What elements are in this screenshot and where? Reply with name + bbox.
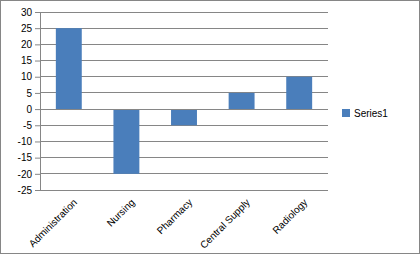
grid-line bbox=[40, 109, 328, 110]
y-tick-mark bbox=[35, 77, 40, 78]
bar bbox=[229, 93, 255, 109]
y-axis: -25 -20 -15 -10 -5 0 5 10 15 20 25 30 bbox=[18, 7, 41, 196]
bar bbox=[113, 109, 139, 174]
legend-label: Series1 bbox=[354, 108, 388, 119]
grid-line bbox=[40, 12, 328, 13]
y-tick-mark bbox=[35, 125, 40, 126]
y-tick-label: 25 bbox=[21, 23, 33, 34]
y-tick-mark bbox=[35, 61, 40, 62]
y-tick: 20 bbox=[21, 39, 40, 50]
bar bbox=[171, 109, 197, 125]
grid-line bbox=[40, 190, 328, 191]
chart: -25 -20 -15 -10 -5 0 5 10 15 20 25 30 Administration… bbox=[0, 0, 420, 254]
y-tick-label: 0 bbox=[26, 104, 32, 115]
y-axis-line bbox=[40, 13, 41, 191]
legend: Series1 bbox=[342, 108, 388, 119]
y-tick-mark bbox=[35, 93, 40, 94]
x-axis-line bbox=[40, 109, 328, 110]
y-tick-label: -25 bbox=[18, 185, 33, 196]
bar bbox=[286, 77, 312, 109]
grid-line bbox=[40, 44, 328, 45]
y-tick: -20 bbox=[18, 169, 40, 180]
y-tick-label: 5 bbox=[26, 88, 32, 99]
y-tick-mark bbox=[35, 158, 40, 159]
x-tick-label: Radiology bbox=[270, 197, 309, 236]
y-tick: -25 bbox=[18, 185, 40, 196]
y-tick-label: 30 bbox=[21, 7, 33, 18]
y-tick: -15 bbox=[18, 152, 40, 163]
y-tick-label: -5 bbox=[23, 120, 32, 131]
plot: -25 -20 -15 -10 -5 0 5 10 15 20 25 30 Administration… bbox=[18, 7, 328, 251]
y-tick-mark bbox=[35, 44, 40, 45]
y-tick: 30 bbox=[21, 7, 40, 18]
grid-line bbox=[40, 141, 328, 142]
y-tick: 10 bbox=[21, 71, 40, 82]
y-tick-label: -15 bbox=[18, 152, 33, 163]
y-tick: 25 bbox=[21, 23, 40, 34]
y-tick-label: -20 bbox=[18, 169, 33, 180]
y-tick: 15 bbox=[21, 55, 40, 66]
x-tick-label: Administration bbox=[27, 197, 80, 250]
grid-line bbox=[40, 157, 328, 158]
y-tick-label: 20 bbox=[21, 39, 33, 50]
y-tick-mark bbox=[35, 12, 40, 13]
y-tick-mark bbox=[35, 174, 40, 175]
y-tick: -10 bbox=[18, 136, 40, 147]
grid bbox=[40, 12, 328, 190]
grid-line bbox=[40, 60, 328, 61]
y-tick: -5 bbox=[23, 120, 40, 131]
y-tick: 0 bbox=[26, 104, 40, 115]
x-axis: Administration Nursing PharmacyCentral Sup… bbox=[27, 197, 310, 251]
y-tick-mark bbox=[35, 109, 40, 110]
grid-line bbox=[40, 28, 328, 29]
grid-line bbox=[40, 173, 328, 174]
y-tick: 5 bbox=[26, 88, 40, 99]
x-tick-label: Pharmacy bbox=[155, 197, 195, 237]
grid-line bbox=[40, 92, 328, 93]
bar bbox=[56, 28, 82, 109]
y-tick-mark bbox=[35, 28, 40, 29]
grid-line bbox=[40, 76, 328, 77]
y-tick-label: 15 bbox=[21, 55, 33, 66]
bars bbox=[56, 28, 312, 174]
y-tick-mark bbox=[35, 141, 40, 142]
y-tick-label: -10 bbox=[18, 136, 33, 147]
y-tick-label: 10 bbox=[21, 71, 33, 82]
y-tick-mark bbox=[35, 190, 40, 191]
chart-frame bbox=[1, 1, 420, 254]
legend-swatch bbox=[342, 109, 350, 117]
x-tick-label: Central Supply bbox=[198, 197, 252, 251]
x-tick-label: Nursing bbox=[105, 197, 137, 229]
